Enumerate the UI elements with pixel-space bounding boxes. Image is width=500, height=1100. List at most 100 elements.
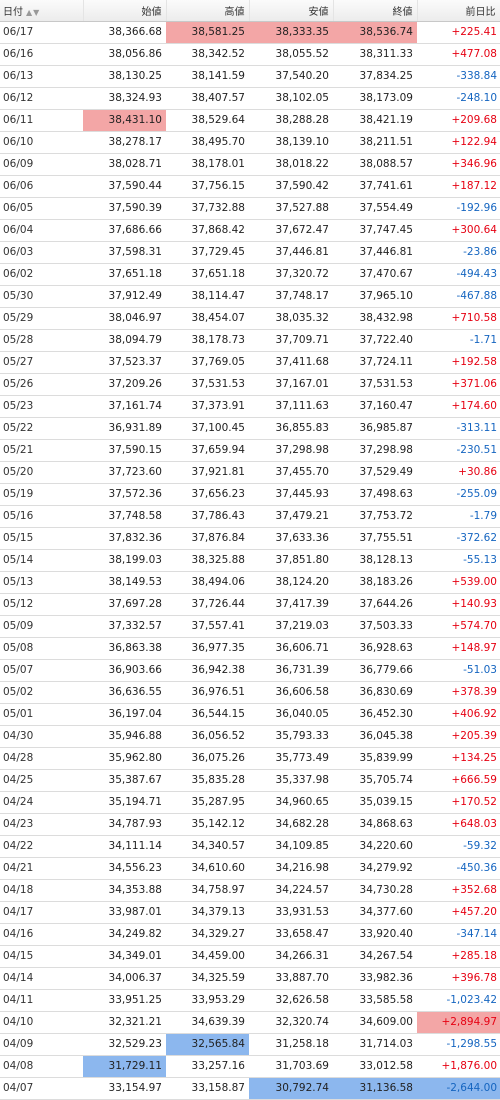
high-cell: 37,557.41 (166, 615, 249, 638)
open-cell: 37,590.39 (83, 197, 166, 220)
high-cell: 37,729.45 (166, 241, 249, 264)
high-cell: 38,342.52 (166, 43, 249, 66)
table-row: 06/10 38,278.17 38,495.70 38,139.10 38,211.5… (0, 131, 500, 154)
open-cell: 38,056.86 (83, 43, 166, 66)
table-row: 04/25 35,387.67 35,835.28 35,337.98 35,705.7… (0, 769, 500, 792)
low-cell: 32,626.58 (249, 989, 333, 1012)
open-cell: 38,366.68 (83, 21, 166, 44)
date-cell: 05/12 (0, 593, 83, 616)
change-cell: +710.58 (417, 307, 500, 330)
high-cell: 37,786.43 (166, 505, 249, 528)
high-cell: 37,921.81 (166, 461, 249, 484)
open-cell: 34,111.14 (83, 835, 166, 858)
high-cell: 38,178.73 (166, 329, 249, 352)
change-cell: -192.96 (417, 197, 500, 220)
low-column-header[interactable]: 安値 (249, 0, 334, 22)
date-cell: 06/16 (0, 43, 83, 66)
change-cell: +477.08 (417, 43, 500, 66)
close-cell: 34,730.28 (333, 879, 417, 902)
high-cell: 38,141.59 (166, 65, 249, 88)
date-cell: 04/16 (0, 923, 83, 946)
date-cell: 04/23 (0, 813, 83, 836)
table-header-row: 日付 ▲▼ 始値 高値 安値 終値 前日比 (0, 0, 500, 22)
sort-arrows-icon[interactable]: ▲▼ (26, 7, 41, 17)
date-cell: 04/14 (0, 967, 83, 990)
change-cell: -255.09 (417, 483, 500, 506)
open-column-header[interactable]: 始値 (83, 0, 167, 22)
low-cell: 37,446.81 (249, 241, 333, 264)
change-cell: +539.00 (417, 571, 500, 594)
low-cell: 37,411.68 (249, 351, 333, 374)
table-row: 05/27 37,523.37 37,769.05 37,411.68 37,724.1… (0, 351, 500, 374)
high-cell: 33,257.16 (166, 1055, 249, 1078)
table-row: 05/01 36,197.04 36,544.15 36,040.05 36,452.3… (0, 703, 500, 726)
open-cell: 37,912.49 (83, 285, 166, 308)
table-row: 04/18 34,353.88 34,758.97 34,224.57 34,730.2… (0, 879, 500, 902)
high-cell: 37,651.18 (166, 263, 249, 286)
high-column-header[interactable]: 高値 (166, 0, 250, 22)
high-cell: 37,100.45 (166, 417, 249, 440)
table-row: 04/17 33,987.01 34,379.13 33,931.53 34,377.6… (0, 901, 500, 924)
change-cell: -1,298.55 (417, 1033, 500, 1056)
close-cell: 37,753.72 (333, 505, 417, 528)
date-cell: 05/14 (0, 549, 83, 572)
close-cell: 37,965.10 (333, 285, 417, 308)
low-cell: 34,960.65 (249, 791, 333, 814)
low-cell: 38,124.20 (249, 571, 333, 594)
high-cell: 36,056.52 (166, 725, 249, 748)
close-cell: 38,183.26 (333, 571, 417, 594)
high-cell: 38,114.47 (166, 285, 249, 308)
change-cell: +1,876.00 (417, 1055, 500, 1078)
date-cell: 05/23 (0, 395, 83, 418)
low-cell: 37,851.80 (249, 549, 333, 572)
date-cell: 05/02 (0, 681, 83, 704)
high-cell: 34,379.13 (166, 901, 249, 924)
date-cell: 05/01 (0, 703, 83, 726)
close-cell: 33,585.58 (333, 989, 417, 1012)
table-row: 04/08 31,729.11 33,257.16 31,703.69 33,012.5… (0, 1055, 500, 1078)
open-cell: 37,523.37 (83, 351, 166, 374)
change-cell: +134.25 (417, 747, 500, 770)
close-cell: 38,311.33 (333, 43, 417, 66)
close-cell: 38,128.13 (333, 549, 417, 572)
date-cell: 06/09 (0, 153, 83, 176)
high-cell: 37,769.05 (166, 351, 249, 374)
low-cell: 38,102.05 (249, 87, 333, 110)
change-cell: +30.86 (417, 461, 500, 484)
date-cell: 04/17 (0, 901, 83, 924)
open-cell: 38,431.10 (83, 109, 166, 132)
low-cell: 33,887.70 (249, 967, 333, 990)
date-column-header[interactable]: 日付 ▲▼ (0, 0, 84, 22)
low-cell: 34,109.85 (249, 835, 333, 858)
change-column-header[interactable]: 前日比 (417, 0, 500, 22)
close-cell: 36,045.38 (333, 725, 417, 748)
table-row: 05/29 38,046.97 38,454.07 38,035.32 38,432.9… (0, 307, 500, 330)
high-cell: 33,158.87 (166, 1077, 249, 1100)
date-cell: 06/11 (0, 109, 83, 132)
close-cell: 38,421.19 (333, 109, 417, 132)
low-cell: 37,633.36 (249, 527, 333, 550)
open-cell: 33,951.25 (83, 989, 166, 1012)
table-row: 06/09 38,028.71 38,178.01 38,018.22 38,088.5… (0, 153, 500, 176)
date-header-label: 日付 (3, 6, 23, 18)
close-column-header[interactable]: 終値 (333, 0, 418, 22)
table-row: 04/15 34,349.01 34,459.00 34,266.31 34,267.5… (0, 945, 500, 968)
change-cell: +192.58 (417, 351, 500, 374)
change-cell: -248.10 (417, 87, 500, 110)
high-cell: 33,953.29 (166, 989, 249, 1012)
open-cell: 37,598.31 (83, 241, 166, 264)
date-cell: 06/12 (0, 87, 83, 110)
low-cell: 37,167.01 (249, 373, 333, 396)
high-cell: 37,756.15 (166, 175, 249, 198)
close-cell: 36,779.66 (333, 659, 417, 682)
open-cell: 34,349.01 (83, 945, 166, 968)
table-row: 05/02 36,636.55 36,976.51 36,606.58 36,830.6… (0, 681, 500, 704)
high-cell: 37,656.23 (166, 483, 249, 506)
date-cell: 04/28 (0, 747, 83, 770)
date-cell: 04/10 (0, 1011, 83, 1034)
table-row: 06/17 38,366.68 38,581.25 38,333.35 38,536.7… (0, 21, 500, 44)
low-cell: 30,792.74 (249, 1077, 333, 1100)
date-cell: 04/25 (0, 769, 83, 792)
change-cell: +574.70 (417, 615, 500, 638)
low-cell: 33,931.53 (249, 901, 333, 924)
